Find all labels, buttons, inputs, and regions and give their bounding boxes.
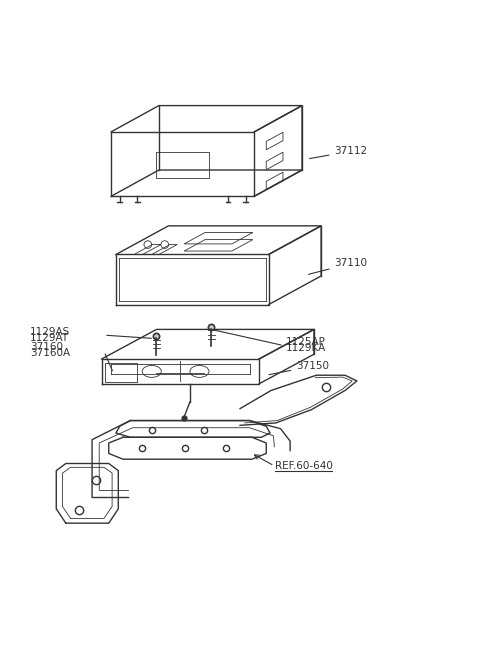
Bar <box>106 363 137 382</box>
Text: 37150: 37150 <box>269 361 329 375</box>
Text: 1129KA: 1129KA <box>285 343 325 353</box>
Text: 1129AS: 1129AS <box>30 328 70 337</box>
Text: 37112: 37112 <box>310 146 368 159</box>
Text: 1129AT: 1129AT <box>30 333 69 343</box>
Text: 1125AP: 1125AP <box>285 337 325 346</box>
Text: 37160A: 37160A <box>30 348 70 358</box>
Text: 37110: 37110 <box>309 259 368 274</box>
Text: 37160: 37160 <box>30 342 63 352</box>
Text: REF.60-640: REF.60-640 <box>276 461 333 471</box>
